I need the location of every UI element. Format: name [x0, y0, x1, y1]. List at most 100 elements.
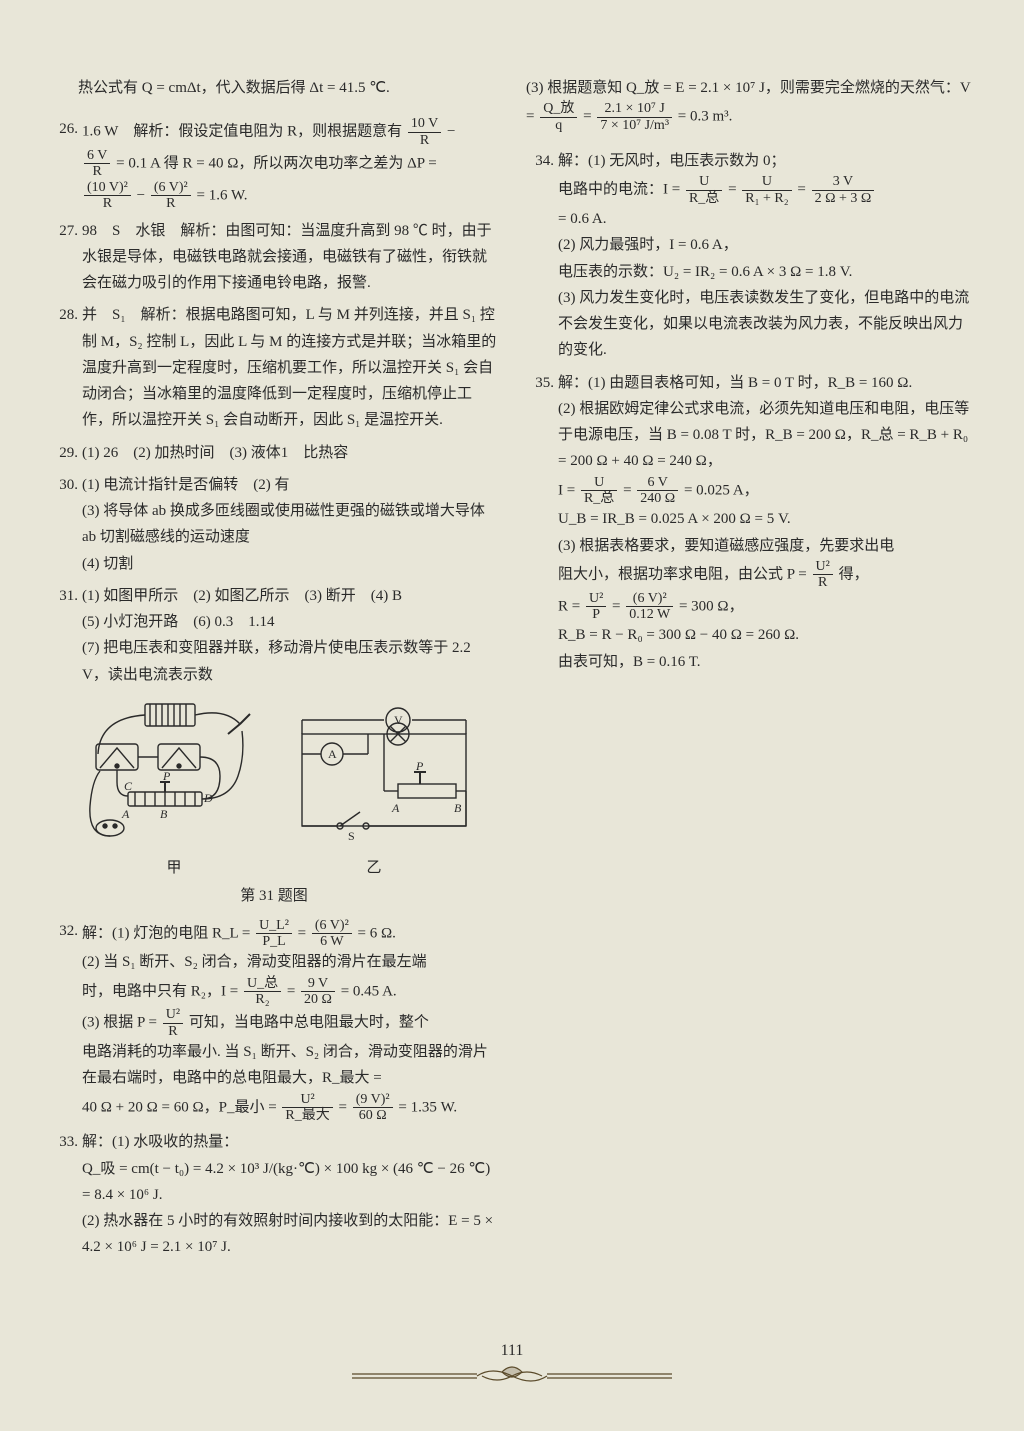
text: =	[728, 182, 740, 198]
text: 并 S₁ 解析：根据电路图可知，L 与 M 并列连接，并且 S₁ 控制 M，S₂…	[82, 302, 498, 433]
text: (3) 风力发生变化时，电压表读数发生了变化，但电路中的电流不会发生变化，如果以…	[558, 285, 974, 364]
q27-num: 27.	[50, 218, 82, 297]
page: 热公式有 Q = cmΔt，代入数据后得 Δt = 41.5 ℃. 26. 1.…	[0, 0, 1024, 1431]
den: 0.12 W	[626, 607, 673, 622]
den: P_L	[256, 934, 292, 949]
q34: 34. 解：(1) 无风时，电压表示数为 0； 电路中的电流：I = UR_总 …	[526, 148, 974, 364]
label-s: S	[348, 829, 355, 843]
q34-body: 解：(1) 无风时，电压表示数为 0； 电路中的电流：I = UR_总 = UR…	[558, 148, 974, 364]
fraction: 6 VR	[82, 148, 112, 180]
fraction: Q_放q	[538, 101, 579, 133]
num: U_总	[244, 976, 281, 992]
num: (6 V)²	[151, 180, 191, 196]
q26: 26. 1.6 W 解析：假设定值电阻为 R，则根据题意有 10 VR − 6 …	[50, 116, 498, 211]
num: U	[581, 475, 617, 491]
text: 时，电路中只有 R₂，I =	[82, 983, 242, 999]
text: 得，	[839, 566, 869, 582]
den: R	[813, 575, 833, 590]
text: (3) 根据 P =	[82, 1015, 161, 1031]
den: P	[586, 607, 606, 622]
q31: 31. (1) 如图甲所示 (2) 如图乙所示 (3) 断开 (4) B (5)…	[50, 583, 498, 688]
fraction: U²R	[811, 559, 835, 591]
text: Q_吸 = cm(t − t₀) = 4.2 × 10³ J/(kg·℃) × …	[82, 1156, 498, 1209]
den: R_总	[686, 191, 722, 206]
text: U_B = IR_B = 0.025 A × 200 Ω = 5 V.	[558, 506, 974, 532]
label-v: V	[394, 713, 403, 727]
text: = 0.1 A 得 R = 40 Ω，所以两次电功率之差为 ΔP =	[116, 155, 437, 171]
fraction: 10 VR	[406, 116, 443, 148]
text: (3) 根据表格要求，要知道磁感应强度，先要求出电	[558, 533, 974, 559]
label-amp: A	[328, 747, 337, 761]
schematic-circuit-icon: V A P S A B	[288, 706, 478, 846]
text: (2) 热水器在 5 小时的有效照射时间内接收到的太阳能：E = 5 × 4.2…	[82, 1208, 498, 1261]
num: 6 V	[84, 148, 110, 164]
q35: 35. 解：(1) 由题目表格可知，当 B = 0 T 时，R_B = 160 …	[526, 370, 974, 675]
text: =	[298, 925, 310, 941]
q31-num: 31.	[50, 583, 82, 688]
page-number: 111	[0, 1342, 1024, 1360]
q28: 28. 并 S₁ 解析：根据电路图可知，L 与 M 并列连接，并且 S₁ 控制 …	[50, 302, 498, 433]
q27: 27. 98 S 水银 解析：由图可知：当温度升高到 98 ℃ 时，由于水银是导…	[50, 218, 498, 297]
num: 9 V	[301, 976, 335, 992]
fraction: (9 V)²60 Ω	[351, 1092, 395, 1124]
fraction: 9 V20 Ω	[299, 976, 337, 1008]
q32-num: 32.	[50, 918, 82, 1124]
fig31-label-right: 乙	[366, 855, 381, 881]
text: 解：(1) 灯泡的电阻 R_L =	[82, 925, 254, 941]
q31-body: (1) 如图甲所示 (2) 如图乙所示 (3) 断开 (4) B (5) 小灯泡…	[82, 583, 498, 688]
label-a: A	[121, 807, 130, 821]
q33: 33. 解：(1) 水吸收的热量： Q_吸 = cm(t − t₀) = 4.2…	[50, 1129, 498, 1260]
text: (2) 当 S₁ 断开、S₂ 闭合，滑动变阻器的滑片在最左端	[82, 949, 498, 975]
num: U	[742, 174, 791, 190]
text: 电路消耗的功率最小. 当 S₁ 断开、S₂ 闭合，滑动变阻器的滑片在最右端时，电…	[82, 1039, 498, 1092]
text: 阻大小，根据功率求电阻，由公式 P =	[558, 566, 811, 582]
num: U²	[163, 1007, 183, 1023]
text: −	[137, 187, 149, 203]
num: 10 V	[408, 116, 441, 132]
fraction: (6 V)²0.12 W	[624, 591, 675, 623]
text: R_B = R − R₀ = 300 Ω − 40 Ω = 260 Ω.	[558, 622, 974, 648]
den: q	[540, 118, 577, 133]
den: R₁ + R₂	[742, 191, 791, 206]
den: R	[163, 1024, 183, 1039]
den: R	[84, 196, 131, 211]
text: =	[583, 109, 595, 125]
q30-num: 30.	[50, 472, 82, 577]
text: I =	[558, 482, 579, 498]
text: R =	[558, 598, 584, 614]
label-p: P	[162, 769, 171, 783]
text: 解：(1) 水吸收的热量：	[82, 1129, 498, 1155]
fraction: (10 V)²R	[82, 180, 133, 212]
fraction: U_L²P_L	[254, 918, 294, 950]
q29: 29. (1) 26 (2) 加热时间 (3) 液体1 比热容	[50, 440, 498, 466]
fraction: U²R	[161, 1007, 185, 1039]
text: (4) 切割	[82, 551, 498, 577]
text: = 1.6 W.	[197, 187, 248, 203]
fraction: (6 V)²6 W	[310, 918, 354, 950]
den: 6 W	[312, 934, 352, 949]
text: (1) 电流计指针是否偏转 (2) 有	[82, 472, 498, 498]
q26-body: 1.6 W 解析：假设定值电阻为 R，则根据题意有 10 VR − 6 VR =…	[82, 116, 498, 211]
text: 1.6 W 解析：假设定值电阻为 R，则根据题意有	[82, 124, 402, 140]
text: =	[612, 598, 624, 614]
text: =	[623, 482, 635, 498]
num: U²	[813, 559, 833, 575]
q26-num: 26.	[50, 116, 82, 211]
label-p: P	[415, 759, 424, 773]
fraction: (6 V)²R	[149, 180, 193, 212]
den: R_总	[581, 491, 617, 506]
text: = 1.35 W.	[398, 1099, 457, 1115]
left-column: 热公式有 Q = cmΔt，代入数据后得 Δt = 41.5 ℃. 26. 1.…	[50, 60, 498, 1267]
label-b: B	[454, 801, 462, 815]
fraction: U_总R₂	[242, 976, 283, 1008]
columns: 热公式有 Q = cmΔt，代入数据后得 Δt = 41.5 ℃. 26. 1.…	[50, 60, 974, 1267]
lead-text: 热公式有 Q = cmΔt，代入数据后得 Δt = 41.5 ℃.	[50, 75, 498, 101]
text: = 0.025 A，	[684, 482, 759, 498]
text: 解：(1) 由题目表格可知，当 B = 0 T 时，R_B = 160 Ω.	[558, 370, 974, 396]
num: 2.1 × 10⁷ J	[597, 101, 672, 117]
fraction: U²R_最大	[280, 1092, 334, 1124]
text: = 6 Ω.	[358, 925, 396, 941]
num: 6 V	[637, 475, 678, 491]
text: = 300 Ω，	[679, 598, 744, 614]
q29-num: 29.	[50, 440, 82, 466]
